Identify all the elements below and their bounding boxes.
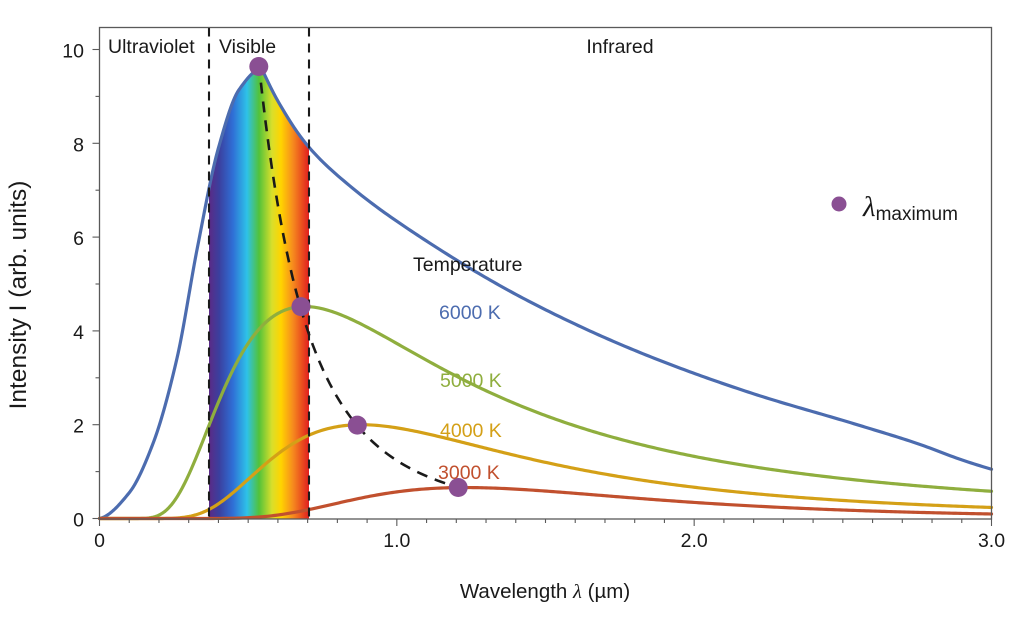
svg-text:6000 K: 6000 K — [439, 302, 501, 324]
svg-text:0: 0 — [94, 530, 105, 552]
svg-text:4000 K: 4000 K — [440, 420, 502, 442]
svg-text:3.0: 3.0 — [978, 530, 1005, 552]
svg-text:λmaximum: λmaximum — [862, 191, 958, 225]
svg-text:8: 8 — [73, 134, 84, 156]
svg-text:1.0: 1.0 — [383, 530, 410, 552]
svg-text:Intensity I (arb. units): Intensity I (arb. units) — [5, 181, 32, 410]
svg-text:10: 10 — [62, 41, 84, 63]
svg-text:2: 2 — [73, 416, 84, 438]
svg-text:Ultraviolet: Ultraviolet — [108, 36, 195, 58]
svg-text:5000 K: 5000 K — [440, 370, 502, 392]
svg-text:4: 4 — [73, 322, 84, 344]
svg-text:2.0: 2.0 — [681, 530, 708, 552]
svg-text:3000 K: 3000 K — [438, 462, 500, 484]
svg-text:Wavelength λ (µm): Wavelength λ (µm) — [460, 580, 630, 603]
svg-text:6: 6 — [73, 228, 84, 250]
svg-text:Infrared: Infrared — [586, 36, 653, 58]
svg-text:Temperature: Temperature — [413, 254, 522, 276]
svg-text:Visible: Visible — [219, 36, 276, 58]
svg-text:0: 0 — [73, 510, 84, 532]
